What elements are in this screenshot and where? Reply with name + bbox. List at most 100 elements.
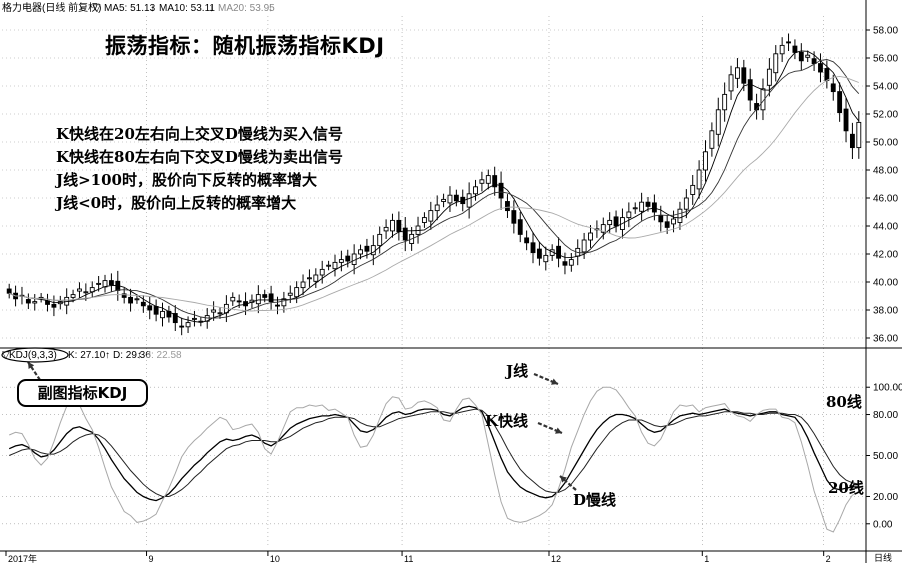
price-tick-label: 38.00 bbox=[873, 306, 898, 317]
candle-up bbox=[134, 298, 140, 301]
k-line-annotation: K快线 bbox=[485, 412, 529, 430]
annotation-arrows bbox=[27, 361, 577, 491]
candlestick bbox=[147, 296, 153, 320]
candle-down bbox=[613, 216, 619, 227]
kdj-tick-label: 100.00 bbox=[873, 383, 902, 394]
candlestick bbox=[255, 285, 261, 314]
candle-down bbox=[268, 293, 274, 303]
x-tick-label: 12 bbox=[551, 554, 561, 563]
candlestick bbox=[639, 192, 645, 221]
candle-down bbox=[121, 293, 127, 298]
d-line-arrow bbox=[559, 475, 577, 491]
candle-down bbox=[747, 79, 753, 101]
candle-up bbox=[581, 239, 587, 253]
candlestick bbox=[556, 237, 561, 268]
candle-down bbox=[236, 300, 242, 303]
line-20-annotation: 20线 bbox=[828, 479, 864, 497]
candle-down bbox=[172, 313, 178, 324]
candlestick bbox=[786, 33, 791, 51]
candlestick bbox=[390, 213, 395, 238]
candlestick bbox=[632, 202, 638, 214]
candle-up bbox=[485, 175, 491, 184]
dropdown-triangle-icon[interactable]: ▽ bbox=[2, 350, 10, 361]
candlestick bbox=[690, 174, 696, 205]
candle-up bbox=[779, 44, 785, 55]
candlestick bbox=[108, 273, 114, 293]
candlestick bbox=[77, 282, 82, 298]
candle-up bbox=[383, 226, 389, 232]
price-tick-label: 36.00 bbox=[873, 334, 898, 345]
candlestick bbox=[709, 122, 715, 157]
candle-down bbox=[536, 248, 542, 259]
candlestick bbox=[479, 171, 485, 192]
x-tick-label: 11 bbox=[404, 554, 413, 563]
candle-down bbox=[153, 306, 159, 315]
candlestick bbox=[319, 260, 325, 284]
candlestick bbox=[683, 189, 689, 219]
ma10-label: MA10: 53.11 bbox=[159, 3, 215, 14]
ma10-arrow-icon: ↓ bbox=[209, 3, 214, 14]
candlestick bbox=[498, 171, 504, 210]
candlestick bbox=[6, 283, 12, 299]
signal-notes: K快线在20左右向上交叉D慢线为买入信号 K快线在80左右向下交叉D慢线为卖出信… bbox=[56, 123, 343, 215]
candlestick bbox=[434, 195, 440, 221]
candle-down bbox=[792, 45, 798, 53]
candle-down bbox=[262, 294, 268, 298]
candle-up bbox=[96, 282, 102, 285]
candle-down bbox=[108, 280, 114, 286]
candlestick bbox=[358, 244, 363, 260]
candle-down bbox=[556, 245, 561, 259]
candle-up bbox=[77, 288, 82, 292]
candle-up bbox=[588, 232, 593, 241]
price-tick-label: 48.00 bbox=[873, 166, 898, 177]
candle-down bbox=[345, 255, 351, 262]
candlestick bbox=[300, 274, 306, 296]
candlestick bbox=[818, 53, 823, 83]
candle-up bbox=[735, 67, 740, 79]
candlestick bbox=[505, 194, 510, 218]
candle-down bbox=[741, 67, 747, 84]
security-label: 格力电器(日线 前复权) bbox=[2, 1, 101, 14]
candlestick bbox=[613, 210, 619, 233]
candle-down bbox=[140, 301, 146, 307]
j-line-arrow bbox=[533, 372, 559, 386]
candle-up bbox=[479, 179, 485, 184]
kdj-label-highlight bbox=[1, 347, 69, 363]
candlestick bbox=[121, 287, 127, 304]
x-tick-label: 2 bbox=[826, 554, 831, 563]
candle-up bbox=[728, 74, 734, 92]
candlestick bbox=[160, 302, 165, 327]
candlestick bbox=[696, 160, 702, 199]
ma5-arrow-icon: ↓ bbox=[150, 3, 155, 14]
candlestick bbox=[511, 200, 517, 234]
kdj-indicator-label: KDJ(9,3,3) bbox=[9, 350, 57, 361]
candle-up bbox=[338, 259, 344, 263]
candlestick bbox=[466, 182, 472, 219]
candlestick bbox=[345, 249, 351, 268]
candle-up bbox=[696, 169, 702, 190]
candlestick bbox=[287, 285, 293, 304]
candle-down bbox=[6, 288, 12, 294]
candle-up bbox=[683, 197, 689, 210]
k-value-label: K: 27.10 bbox=[68, 350, 106, 361]
candlestick bbox=[383, 219, 389, 239]
x-tick-label: 1 bbox=[704, 554, 709, 563]
kdj-tick-label: 20.00 bbox=[873, 492, 898, 503]
candlestick bbox=[728, 65, 734, 100]
k-line-arrow bbox=[537, 421, 563, 435]
candlestick bbox=[830, 74, 836, 101]
candlestick bbox=[421, 212, 427, 228]
candle-down bbox=[498, 182, 504, 199]
dropdown-triangle-icon[interactable]: ▽ bbox=[93, 3, 101, 14]
price-tick-label: 46.00 bbox=[873, 194, 898, 205]
kdj-tick-label: 0.00 bbox=[873, 519, 893, 530]
candle-up bbox=[319, 268, 325, 276]
candle-up bbox=[300, 281, 306, 289]
candlestick bbox=[179, 317, 185, 336]
candlestick bbox=[338, 250, 344, 272]
candlestick bbox=[773, 45, 779, 82]
candlestick bbox=[779, 37, 785, 63]
candlestick bbox=[849, 122, 855, 160]
k-arrow-icon: ↑ bbox=[105, 350, 110, 361]
j-value-label: J: 22.58 bbox=[146, 350, 182, 361]
